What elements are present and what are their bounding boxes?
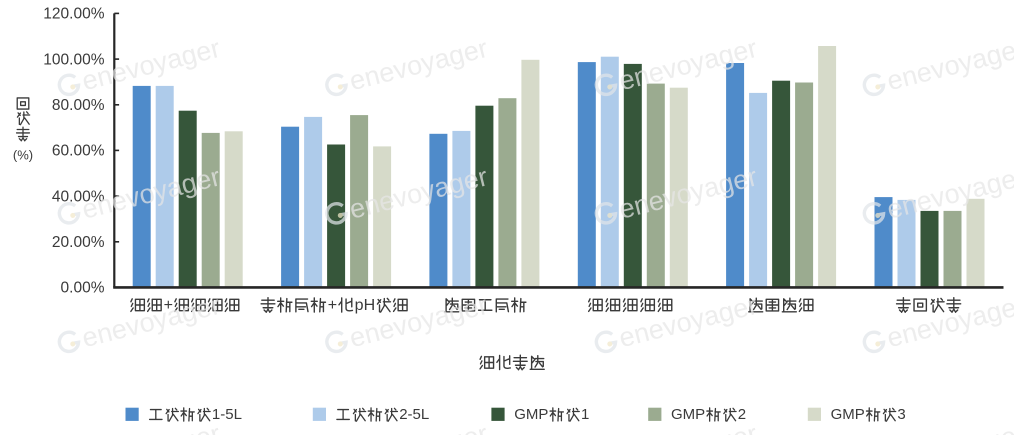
svg-text:3: 3 <box>897 406 905 423</box>
svg-text:GMP: GMP <box>514 406 548 423</box>
svg-text:20.00%: 20.00% <box>52 234 105 251</box>
svg-text:1: 1 <box>581 406 589 423</box>
svg-text:40.00%: 40.00% <box>52 188 105 205</box>
svg-text:0.00%: 0.00% <box>61 280 105 297</box>
svg-text:1-5L: 1-5L <box>212 406 242 423</box>
svg-text:GMP: GMP <box>831 406 865 423</box>
svg-text:2: 2 <box>738 406 746 423</box>
svg-text:pH: pH <box>355 297 375 314</box>
svg-text:80.00%: 80.00% <box>52 97 105 114</box>
svg-text:2-5L: 2-5L <box>399 406 429 423</box>
svg-text:+: + <box>164 297 173 314</box>
svg-text:+: + <box>328 297 337 314</box>
svg-text:(%): (%) <box>13 148 33 163</box>
svg-text:120.00%: 120.00% <box>43 6 104 23</box>
svg-text:60.00%: 60.00% <box>52 143 105 160</box>
svg-text:100.00%: 100.00% <box>43 51 104 68</box>
svg-text:GMP: GMP <box>671 406 705 423</box>
